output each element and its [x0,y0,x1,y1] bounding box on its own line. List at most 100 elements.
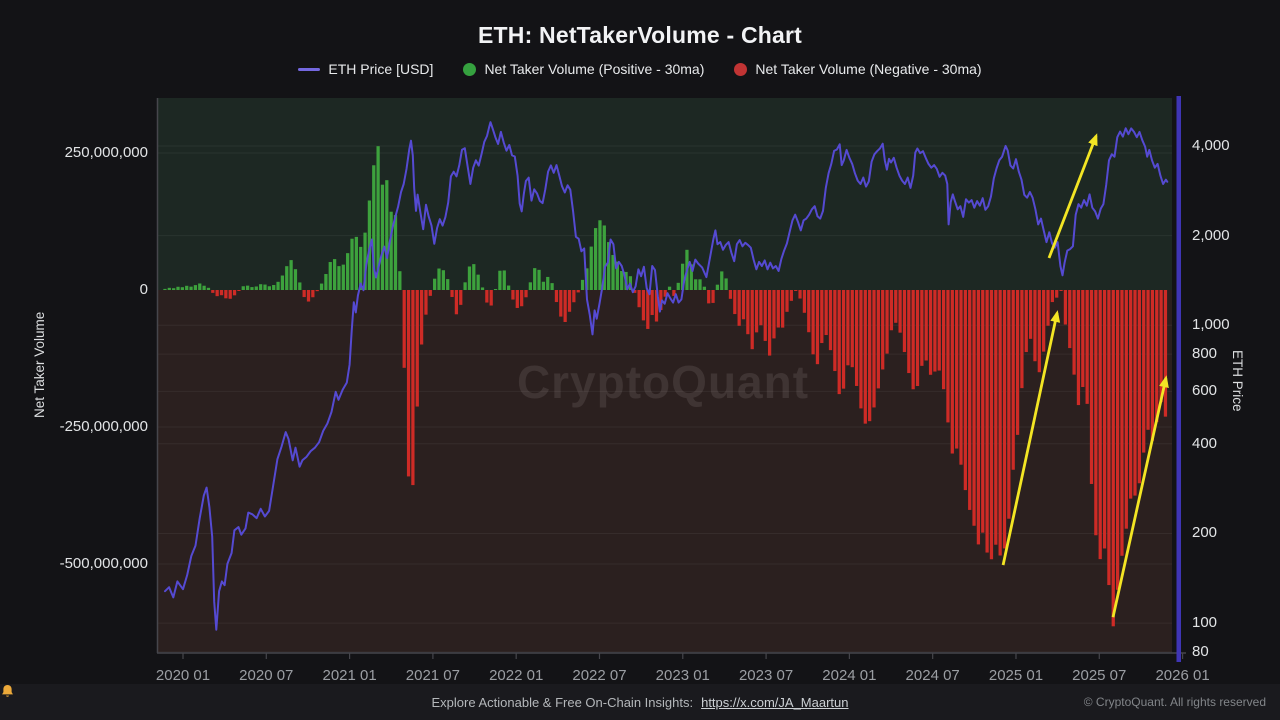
volume-bar-positive [667,286,672,290]
volume-bar-negative [1089,290,1094,484]
volume-bar-positive [698,279,702,290]
volume-bar-negative [798,290,802,299]
volume-bar-negative [1024,290,1028,353]
volume-bar-negative [1129,290,1133,499]
x-axis-tick-label: 2023 07 [738,667,794,684]
volume-bar-negative [772,290,776,339]
volume-bar-negative [428,290,432,296]
volume-bar-positive [615,261,619,290]
volume-bar-negative [1046,290,1050,326]
volume-bar-negative [955,290,959,449]
left-axis-title: Net Taker Volume [32,311,47,418]
volume-bar-positive [589,246,593,290]
volume-bar-negative [646,290,650,329]
volume-bar-positive [332,259,337,290]
volume-bar-positive [254,286,258,290]
volume-bar-positive [502,270,506,290]
volume-bar-positive [163,288,167,290]
right-axis-tick-label: 800 [1192,345,1218,363]
negative-region-background [158,290,1172,652]
volume-bar-positive [180,287,184,290]
volume-bar-positive [506,285,511,290]
volume-bar-negative [1059,290,1063,291]
volume-bar-negative [663,290,667,297]
volume-bar-negative [1042,290,1046,352]
volume-bar-positive [593,228,598,290]
footer-link[interactable]: https://x.com/JA_Maartun [701,694,849,710]
volume-bar-negative [889,290,894,331]
volume-bar-negative [885,290,889,354]
volume-bar-negative [776,290,780,328]
volume-bar-positive [241,286,245,290]
left-axis-tick-label: 250,000,000 [64,144,148,161]
left-axis-tick-label: -250,000,000 [59,418,148,435]
volume-bar-negative [933,290,937,372]
volume-bar-negative [968,290,972,510]
legend-item-eth-price[interactable]: ETH Price [USD] [298,61,433,77]
volume-bar-negative [1102,290,1107,549]
volume-bar-negative [520,290,524,307]
volume-bar-positive [493,289,498,290]
volume-bar-negative [1076,290,1081,406]
volume-bar-negative [828,290,833,351]
volume-bar-positive [720,271,724,290]
right-axis-tick-label: 80 [1192,642,1209,660]
volume-bar-positive [285,266,289,290]
volume-bar-positive [598,220,602,290]
volume-bar-negative [737,290,741,326]
volume-bar-negative [1085,290,1089,404]
volume-bar-negative [902,290,907,353]
volume-bar-positive [202,285,206,290]
volume-bar-negative [641,290,646,321]
legend-item-volume-positive[interactable]: Net Taker Volume (Positive - 30ma) [463,61,704,77]
volume-bar-negative [419,290,424,345]
volume-bar-negative [841,290,846,389]
volume-bar-negative [976,290,981,545]
volume-bar-negative [1081,290,1085,388]
volume-bar-positive [467,266,472,290]
volume-bar-positive [724,278,728,290]
volume-bar-negative [311,290,315,298]
volume-bar-positive [276,281,280,290]
x-axis-tick-label: 2023 01 [655,667,710,684]
volume-bar-positive [541,281,546,290]
volume-bar-positive [715,284,720,290]
right-axis-tick-label: 100 [1192,614,1218,632]
volume-bar-negative [907,290,911,374]
line-swatch-icon [298,67,321,71]
volume-bar-negative [981,290,985,533]
volume-bar-negative [485,290,489,303]
legend-item-volume-negative[interactable]: Net Taker Volume (Negative - 30ma) [734,61,982,77]
volume-bar-negative [524,290,528,298]
volume-bar-positive [480,287,485,290]
volume-bar-positive [259,284,263,290]
volume-bar-negative [424,290,428,315]
volume-bar-positive [441,270,445,290]
volume-bar-negative [959,290,963,465]
red-dot-icon [734,62,748,76]
price-line [164,121,1169,631]
volume-bar-negative [654,290,659,322]
volume-bar-negative [224,290,228,299]
volume-bar-negative [985,290,989,553]
volume-bar-positive [398,271,402,290]
volume-bar-negative [1111,290,1115,627]
x-axis-tick-label: 2020 01 [155,667,211,684]
volume-bar-negative [228,290,232,299]
volume-bar-positive [267,286,271,290]
volume-bar-negative [415,290,419,407]
volume-bar-negative [554,290,559,303]
volume-bar-negative [928,290,933,375]
x-axis-tick-label: 2025 07 [1072,667,1127,684]
volume-bar-negative [402,290,406,368]
volume-bar-positive [620,271,624,290]
volume-bar-positive [185,285,189,290]
x-axis-tick-label: 2021 01 [322,667,377,684]
volume-bar-positive [498,270,502,290]
volume-bar-positive [585,268,589,290]
volume-bar-positive [263,284,267,290]
volume-bar-negative [450,290,454,298]
volume-bar-positive [176,286,180,290]
volume-bar-positive [694,279,698,290]
